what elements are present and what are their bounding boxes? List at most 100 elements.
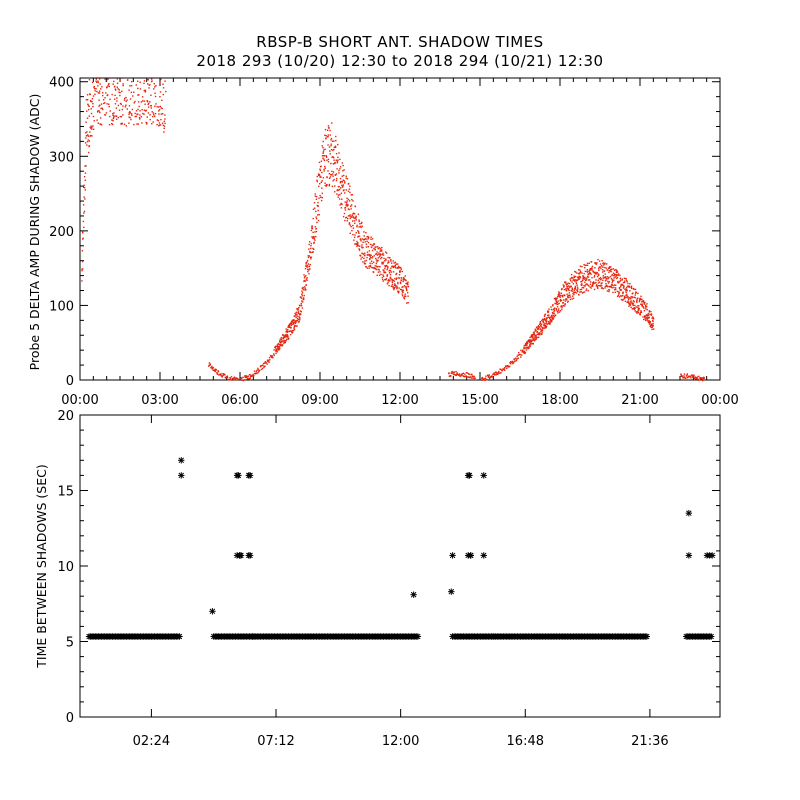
data-point	[453, 371, 456, 373]
data-point	[97, 80, 99, 82]
data-point	[597, 267, 600, 270]
data-point	[589, 283, 592, 286]
data-point	[547, 314, 549, 317]
data-point	[300, 302, 302, 305]
data-point	[594, 267, 596, 269]
data-point	[149, 84, 151, 86]
data-point	[401, 290, 403, 292]
data-point	[246, 377, 249, 379]
data-point	[539, 328, 542, 330]
data-point	[405, 295, 407, 298]
data-point	[553, 308, 555, 310]
data-point	[535, 334, 537, 336]
data-point	[625, 291, 627, 294]
data-point	[339, 177, 342, 180]
data-point	[217, 370, 220, 373]
data-point	[482, 378, 485, 380]
data-point	[509, 361, 512, 363]
data-point	[377, 271, 380, 273]
data-point	[91, 126, 93, 128]
data-point	[334, 185, 336, 187]
data-point	[388, 278, 390, 281]
data-point	[356, 224, 358, 227]
data-point	[124, 106, 127, 108]
data-point	[346, 220, 348, 222]
data-point	[151, 111, 153, 113]
data-point	[536, 330, 539, 333]
data-point	[86, 117, 89, 119]
data-point	[621, 299, 624, 301]
data-point	[305, 289, 307, 291]
data-point	[562, 302, 565, 304]
data-point	[607, 282, 610, 284]
data-point	[137, 123, 140, 125]
data-point	[523, 350, 526, 353]
data-point	[643, 318, 645, 321]
data-point	[269, 359, 271, 361]
x-tick-label: 18:00	[541, 393, 578, 408]
data-point	[334, 146, 337, 148]
data-point	[329, 173, 332, 176]
data-point	[118, 89, 121, 91]
data-point	[161, 99, 163, 102]
data-point	[121, 108, 124, 111]
data-point	[344, 209, 347, 211]
data-point	[517, 354, 519, 356]
data-point	[86, 94, 89, 96]
data-point	[501, 369, 503, 372]
data-point	[257, 367, 259, 370]
data-point	[310, 247, 312, 250]
data-point	[604, 263, 606, 265]
data-point	[576, 286, 579, 288]
data-point	[82, 186, 85, 189]
data-point	[396, 287, 398, 290]
data-point	[532, 336, 534, 338]
data-point	[129, 85, 131, 87]
data-point	[397, 282, 399, 285]
data-point	[302, 297, 305, 299]
data-point	[273, 354, 275, 357]
data-point	[651, 328, 653, 331]
data-point	[296, 307, 298, 310]
data-point	[385, 258, 387, 260]
data-point	[597, 279, 599, 282]
data-point	[125, 100, 127, 103]
data-point	[607, 267, 610, 269]
data-point	[401, 270, 403, 273]
data-point	[118, 91, 120, 93]
data-point	[308, 273, 310, 275]
data-point	[571, 276, 573, 279]
data-point	[574, 271, 577, 273]
data-point	[121, 122, 123, 125]
data-point	[634, 310, 636, 312]
data-point	[610, 286, 613, 288]
data-point	[83, 210, 86, 213]
data-point	[298, 312, 300, 315]
data-point	[559, 296, 561, 298]
data-point	[342, 215, 345, 218]
data-point	[233, 376, 236, 378]
data-point	[528, 339, 531, 341]
data-point	[614, 274, 616, 276]
data-point	[596, 262, 598, 264]
data-point	[581, 265, 583, 268]
data-point	[105, 92, 107, 94]
data-point	[603, 277, 605, 279]
data-point	[396, 285, 398, 287]
data-point	[357, 231, 360, 233]
data-point	[304, 286, 306, 288]
data-point	[287, 338, 290, 340]
data-point	[581, 272, 583, 274]
data-point	[584, 264, 586, 267]
data-point	[574, 275, 577, 278]
data-point	[523, 351, 525, 353]
data-point	[378, 247, 381, 249]
data-point	[338, 188, 341, 191]
data-point	[566, 284, 568, 286]
data-point	[258, 369, 261, 372]
data-point	[382, 280, 384, 282]
data-point	[87, 108, 90, 111]
data-point	[357, 245, 359, 247]
data-point	[310, 244, 312, 247]
data-point	[452, 371, 454, 373]
